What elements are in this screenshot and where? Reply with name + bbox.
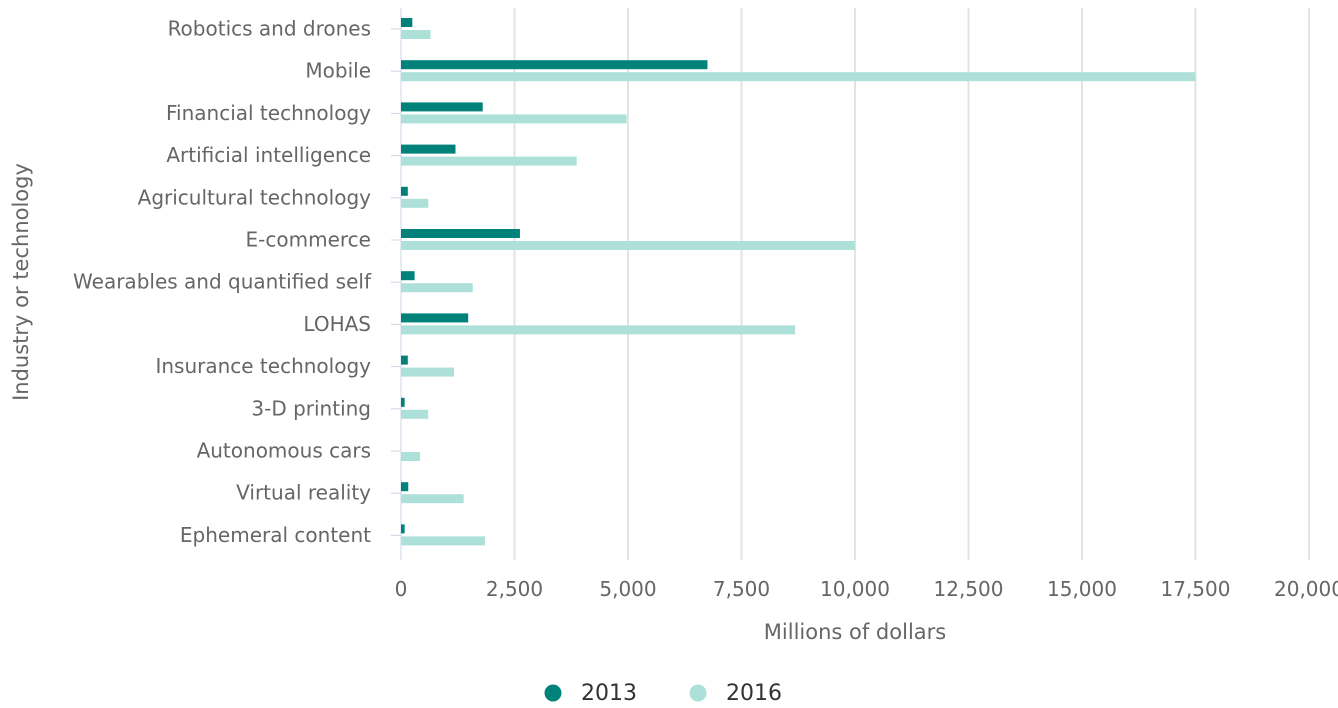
bar-2016[interactable] xyxy=(401,30,431,39)
category-label: Autonomous cars xyxy=(197,439,371,463)
legend[interactable]: 2013 2016 xyxy=(544,681,783,706)
bar-2016[interactable] xyxy=(401,198,429,208)
bar-2013[interactable] xyxy=(401,397,405,407)
bar-2013[interactable] xyxy=(401,313,469,323)
x-tick-label: 12,500 xyxy=(934,577,1004,601)
category-label: Mobile xyxy=(305,59,371,83)
category-label: Wearables and quantified self xyxy=(73,270,372,294)
category-label: Virtual reality xyxy=(236,481,371,505)
x-tick-label: 10,000 xyxy=(820,577,890,601)
category-label: Insurance technology xyxy=(155,354,371,378)
legend-marker xyxy=(544,684,562,702)
bar-2013[interactable] xyxy=(401,524,405,534)
gridlines xyxy=(400,8,1310,560)
bar-2013[interactable] xyxy=(401,60,708,70)
bar-2016[interactable] xyxy=(401,156,577,166)
legend-marker xyxy=(689,684,707,702)
category-label: 3-D printing xyxy=(251,396,371,420)
bar-2013[interactable] xyxy=(401,482,409,492)
bar-2016[interactable] xyxy=(401,367,455,377)
x-tick-label: 0 xyxy=(395,577,408,601)
bar-2013[interactable] xyxy=(401,144,456,154)
bar-2016[interactable] xyxy=(401,452,421,461)
category-label: Ephemeral content xyxy=(180,523,371,547)
bar-2013[interactable] xyxy=(401,102,483,112)
bar-2016[interactable] xyxy=(401,241,855,250)
bar-2013[interactable] xyxy=(401,186,408,196)
bar-2013[interactable] xyxy=(401,229,520,238)
x-tick-labels: 0 2,500 5,000 7,500 10,000 12,500 15,000 17,500… xyxy=(395,577,1338,601)
bar-2016[interactable] xyxy=(401,325,796,335)
legend-item-2013[interactable]: 2013 xyxy=(544,681,638,706)
category-label: LOHAS xyxy=(303,312,371,336)
category-label: Artificial intelligence xyxy=(166,143,371,167)
bar-2016[interactable] xyxy=(401,72,1196,82)
bar-2013[interactable] xyxy=(401,271,415,281)
category-label: Financial technology xyxy=(166,101,371,125)
y-axis-title: Industry or technology xyxy=(9,163,33,401)
bar-2016[interactable] xyxy=(401,283,473,293)
bar-2016[interactable] xyxy=(401,494,464,504)
bar-2016[interactable] xyxy=(401,409,429,419)
bar-2016[interactable] xyxy=(401,114,627,124)
category-label: Agricultural technology xyxy=(138,185,372,209)
category-labels: Robotics and drones Mobile Financial techn… xyxy=(73,17,401,547)
bar-2013[interactable] xyxy=(401,355,408,365)
x-tick-label: 15,000 xyxy=(1047,577,1117,601)
bars xyxy=(401,18,1196,546)
legend-label: 2013 xyxy=(581,681,637,706)
x-tick-label: 5,000 xyxy=(599,577,656,601)
legend-label: 2016 xyxy=(726,681,782,706)
legend-item-2016[interactable]: 2016 xyxy=(689,681,783,706)
x-tick-label: 2,500 xyxy=(486,577,543,601)
bar-2013[interactable] xyxy=(401,18,413,27)
x-tick-label: 20,000 xyxy=(1274,577,1338,601)
bar-2016[interactable] xyxy=(401,536,485,546)
category-label: E-commerce xyxy=(246,228,371,252)
x-tick-label: 7,500 xyxy=(713,577,770,601)
x-axis-title: Millions of dollars xyxy=(764,620,946,644)
x-tick-label: 17,500 xyxy=(1161,577,1231,601)
category-label: Robotics and drones xyxy=(168,17,371,41)
